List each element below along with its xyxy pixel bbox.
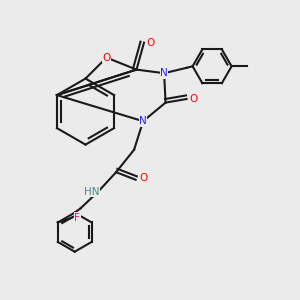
Text: N: N bbox=[139, 116, 147, 126]
Text: O: O bbox=[102, 52, 111, 63]
Text: N: N bbox=[160, 68, 168, 78]
Text: HN: HN bbox=[84, 187, 99, 197]
Text: F: F bbox=[74, 213, 80, 223]
Text: O: O bbox=[139, 173, 147, 183]
Text: O: O bbox=[146, 38, 155, 48]
Text: O: O bbox=[189, 94, 197, 104]
